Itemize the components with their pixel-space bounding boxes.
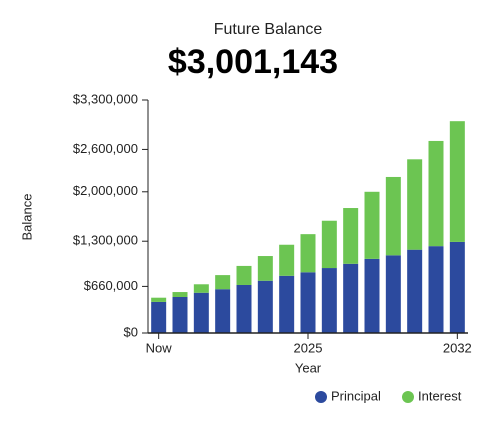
bar-segment (321, 268, 337, 333)
x-tick-label: 2032 (443, 340, 472, 355)
legend-label: Principal (331, 388, 381, 403)
y-tick-label: $2,000,000 (73, 183, 138, 198)
legend-swatch (315, 391, 327, 403)
chart-title: Future Balance (214, 21, 323, 38)
y-tick-label: $1,300,000 (73, 233, 138, 248)
y-tick-label: $0 (124, 324, 138, 339)
bar-segment (343, 263, 359, 333)
bar-segment (300, 272, 316, 333)
bar-segment (321, 220, 337, 269)
bar-segment (279, 275, 295, 333)
bar-segment (215, 275, 231, 290)
y-tick-label: $2,600,000 (73, 141, 138, 156)
bar-segment (236, 265, 252, 285)
bar-segment (151, 297, 167, 302)
bar-segment (193, 284, 209, 293)
bar-segment (449, 121, 465, 242)
headline-value: $3,001,143 (168, 43, 338, 81)
y-axis-label: Balance (19, 194, 34, 241)
bar-segment (364, 258, 380, 333)
bar-segment (428, 246, 444, 333)
bar-segment (193, 292, 209, 333)
bar-segment (385, 176, 401, 256)
bar-segment (257, 256, 273, 281)
bar-segment (385, 255, 401, 333)
bar-segment (343, 208, 359, 264)
legend-label: Interest (418, 388, 462, 403)
bar-segment (172, 292, 188, 297)
bar-segment (279, 244, 295, 276)
x-axis-label: Year (295, 360, 322, 375)
bar-segment (236, 284, 252, 333)
bar-segment (257, 280, 273, 333)
x-tick-label: Now (146, 340, 173, 355)
bar-segment (428, 140, 444, 247)
bar-segment (300, 234, 316, 273)
bar-segment (449, 241, 465, 333)
y-tick-label: $3,300,000 (73, 91, 138, 106)
y-tick-label: $660,000 (84, 278, 138, 293)
bar-segment (407, 159, 423, 250)
x-tick-label: 2025 (294, 340, 323, 355)
legend-swatch (402, 391, 414, 403)
bar-segment (407, 249, 423, 333)
bar-segment (215, 289, 231, 333)
bar-segment (172, 296, 188, 333)
bar-segment (364, 191, 380, 259)
bar-segment (151, 301, 167, 333)
